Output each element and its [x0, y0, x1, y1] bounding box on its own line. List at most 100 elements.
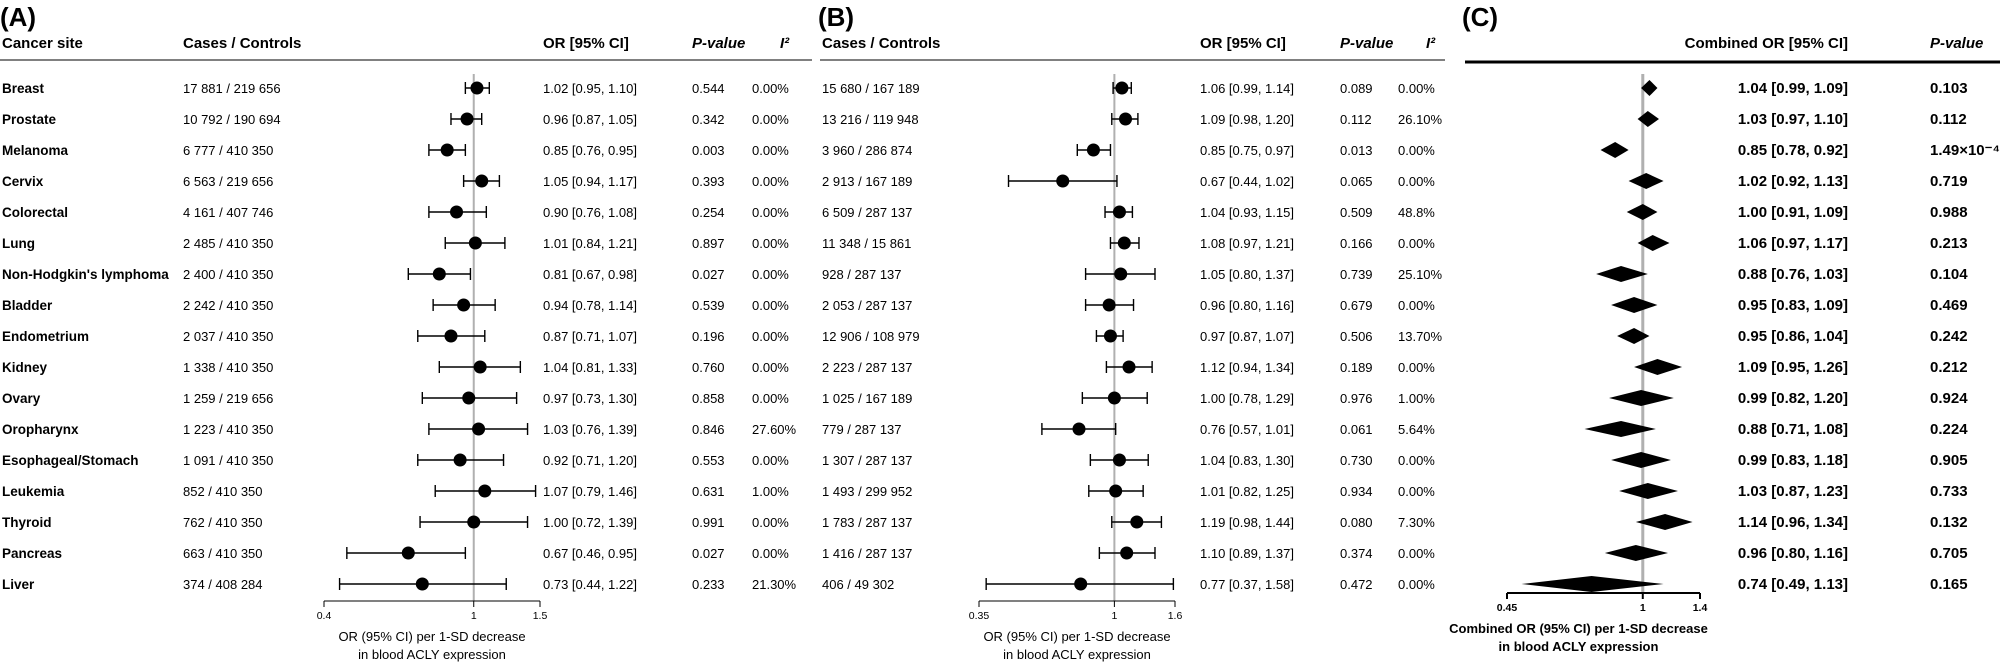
site-label: Thyroid — [2, 515, 52, 530]
or-ci-cell: 0.87 [0.71, 1.07] — [543, 329, 637, 344]
combined-or-cell: 1.00 [0.91, 1.09] — [1738, 204, 1848, 221]
p-value-cell: 0.089 — [1340, 81, 1373, 96]
i2-cell: 0.00% — [752, 236, 789, 251]
combined-or-cell: 1.14 [0.96, 1.34] — [1738, 514, 1848, 531]
point-estimate-a-11 — [472, 422, 486, 436]
combined-or-cell: 0.99 [0.83, 1.18] — [1738, 452, 1848, 469]
diamond-c-8 — [1617, 328, 1650, 344]
site-label: Bladder — [2, 298, 53, 313]
i2-cell: 1.00% — [752, 484, 789, 499]
cases-controls-cell: 4 161 / 407 746 — [183, 205, 273, 220]
i2-cell: 0.00% — [752, 391, 789, 406]
site-label: Cervix — [2, 174, 44, 189]
point-estimate-a-10 — [462, 391, 476, 405]
p-value-cell: 0.544 — [692, 81, 725, 96]
p-value-cell: 0.027 — [692, 267, 725, 282]
i2-cell: 21.30% — [752, 577, 797, 592]
combined-or-cell: 0.96 [0.80, 1.16] — [1738, 545, 1848, 562]
p-value-cell: 0.013 — [1340, 143, 1373, 158]
p-value-cell: 0.539 — [692, 298, 725, 313]
header-pvalue-b: P-value — [1340, 35, 1393, 52]
header-i2-a: I² — [780, 35, 790, 52]
combined-or-cell: 0.88 [0.76, 1.03] — [1738, 266, 1848, 283]
i2-cell: 0.00% — [752, 112, 789, 127]
site-label: Liver — [2, 577, 35, 592]
point-estimate-a-1 — [460, 112, 474, 126]
site-label: Endometrium — [2, 329, 89, 344]
i2-cell: 0.00% — [752, 453, 789, 468]
point-estimate-a-15 — [401, 546, 415, 560]
point-estimate-b-0 — [1115, 81, 1129, 95]
or-ci-cell: 0.81 [0.67, 0.98] — [543, 267, 637, 282]
point-estimate-a-3 — [475, 174, 489, 188]
point-estimate-b-3 — [1056, 174, 1070, 188]
point-estimate-b-13 — [1109, 484, 1123, 498]
point-estimate-b-11 — [1072, 422, 1086, 436]
or-ci-cell: 1.01 [0.82, 1.25] — [1200, 484, 1294, 499]
point-estimate-a-13 — [478, 484, 492, 498]
i2-cell: 0.00% — [1398, 143, 1435, 158]
header-or-a: OR [95% CI] — [543, 35, 629, 52]
combined-or-cell: 1.04 [0.99, 1.09] — [1738, 80, 1848, 97]
i2-cell: 0.00% — [1398, 577, 1435, 592]
cases-controls-cell: 1 091 / 410 350 — [183, 453, 273, 468]
cases-controls-cell: 2 037 / 410 350 — [183, 329, 273, 344]
i2-cell: 7.30% — [1398, 515, 1435, 530]
i2-cell: 0.00% — [1398, 484, 1435, 499]
combined-p-value-cell: 0.213 — [1930, 235, 1968, 252]
point-estimate-a-6 — [432, 267, 446, 281]
or-ci-cell: 0.85 [0.75, 0.97] — [1200, 143, 1294, 158]
cases-controls-cell: 17 881 / 219 656 — [183, 81, 281, 96]
cases-controls-cell: 762 / 410 350 — [183, 515, 263, 530]
p-value-cell: 0.897 — [692, 236, 725, 251]
site-label: Lung — [2, 236, 35, 251]
cases-controls-cell: 1 338 / 410 350 — [183, 360, 273, 375]
panel-label-b: (B) — [818, 2, 854, 32]
x-tick-label-a-2: 1.5 — [533, 610, 548, 622]
i2-cell: 0.00% — [752, 174, 789, 189]
combined-p-value-cell: 0.132 — [1930, 514, 1968, 531]
point-estimate-a-16 — [415, 577, 429, 591]
x-tick-label-b-1: 1 — [1111, 610, 1117, 622]
or-ci-cell: 0.94 [0.78, 1.14] — [543, 298, 637, 313]
cases-controls-cell: 779 / 287 137 — [822, 422, 902, 437]
p-value-cell: 0.342 — [692, 112, 725, 127]
p-value-cell: 0.061 — [1340, 422, 1373, 437]
diamond-c-7 — [1611, 297, 1658, 313]
x-tick-label-c-0: 0.45 — [1497, 602, 1518, 614]
site-label: Pancreas — [2, 546, 62, 561]
point-estimate-a-0 — [470, 81, 484, 95]
combined-or-cell: 0.74 [0.49, 1.13] — [1738, 576, 1848, 593]
combined-or-cell: 1.06 [0.97, 1.17] — [1738, 235, 1848, 252]
combined-p-value-cell: 0.733 — [1930, 483, 1968, 500]
diamond-c-6 — [1596, 266, 1648, 282]
p-value-cell: 0.065 — [1340, 174, 1373, 189]
or-ci-cell: 1.00 [0.78, 1.29] — [1200, 391, 1294, 406]
site-label: Oropharynx — [2, 422, 79, 437]
i2-cell: 0.00% — [752, 360, 789, 375]
p-value-cell: 0.189 — [1340, 360, 1373, 375]
p-value-cell: 0.730 — [1340, 453, 1373, 468]
point-estimate-a-9 — [473, 360, 487, 374]
combined-or-cell: 0.88 [0.71, 1.08] — [1738, 421, 1848, 438]
p-value-cell: 0.374 — [1340, 546, 1373, 561]
combined-p-value-cell: 1.49×10⁻⁴ — [1930, 142, 2000, 159]
panel-label-c: (C) — [1462, 2, 1498, 32]
cases-controls-cell: 15 680 / 167 189 — [822, 81, 920, 96]
combined-p-value-cell: 0.924 — [1930, 390, 1968, 407]
point-estimate-b-6 — [1114, 267, 1128, 281]
point-estimate-b-15 — [1120, 546, 1134, 560]
combined-p-value-cell: 0.224 — [1930, 421, 1968, 438]
diamond-c-14 — [1635, 514, 1693, 530]
i2-cell: 0.00% — [1398, 298, 1435, 313]
cases-controls-cell: 2 053 / 287 137 — [822, 298, 912, 313]
combined-p-value-cell: 0.165 — [1930, 576, 1968, 593]
x-axis-label-a-line1: OR (95% CI) per 1-SD decrease — [338, 629, 525, 644]
diamond-c-12 — [1611, 452, 1671, 468]
point-estimate-a-2 — [440, 143, 454, 157]
or-ci-cell: 1.05 [0.94, 1.17] — [543, 174, 637, 189]
cases-controls-cell: 3 960 / 286 874 — [822, 143, 912, 158]
p-value-cell: 0.679 — [1340, 298, 1373, 313]
combined-p-value-cell: 0.242 — [1930, 328, 1968, 345]
combined-p-value-cell: 0.112 — [1930, 111, 1967, 128]
